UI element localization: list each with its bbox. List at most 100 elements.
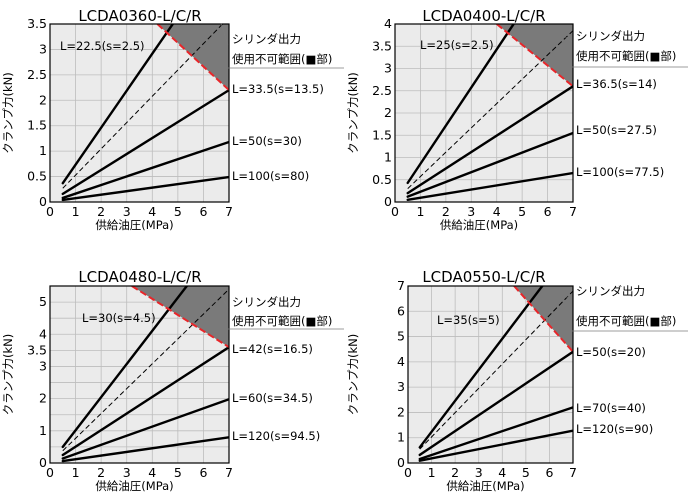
y-tick-label: 2.5	[372, 83, 392, 98]
y-tick-label: 3.5	[27, 16, 47, 31]
series-label-3: L=50(s=30)	[232, 134, 302, 148]
y-axis-label: クランプ力(kN)	[346, 72, 360, 153]
x-tick-label: 1	[72, 465, 80, 480]
x-tick-label: 4	[493, 204, 501, 219]
x-tick-label: 2	[442, 204, 450, 219]
series-label-4: L=120(s=90)	[576, 422, 653, 436]
series-label-4: L=100(s=77.5)	[576, 165, 664, 179]
y-tick-label: 5	[397, 329, 405, 344]
series-label-3: L=50(s=27.5)	[576, 123, 657, 137]
series-label-2: L=42(s=16.5)	[232, 342, 313, 356]
y-tick-label: 4	[384, 16, 392, 31]
y-tick-label: 0	[397, 455, 405, 470]
x-tick-label: 6	[544, 204, 552, 219]
x-tick-label: 1	[428, 465, 436, 480]
y-tick-label: 3.5	[27, 342, 47, 357]
x-tick-label: 2	[451, 465, 459, 480]
x-tick-label: 3	[123, 204, 131, 219]
x-tick-label: 4	[498, 465, 506, 480]
x-tick-label: 5	[518, 204, 526, 219]
x-tick-label: 5	[174, 204, 182, 219]
y-axis-label: クランプ力(kN)	[1, 334, 15, 415]
x-tick-label: 7	[225, 465, 233, 480]
chart-title: LCDA0360-L/C/R	[78, 7, 201, 25]
x-tick-label: 6	[199, 465, 207, 480]
x-tick-label: 0	[391, 204, 399, 219]
y-tick-label: 0	[384, 194, 392, 209]
series-label-3: L=70(s=40)	[576, 401, 646, 415]
x-tick-label: 3	[467, 204, 475, 219]
series-label-2: L=50(s=20)	[576, 345, 646, 359]
y-tick-label: 2	[39, 92, 47, 107]
series-label-2: L=36.5(s=14)	[576, 77, 657, 91]
y-tick-label: 3	[39, 41, 47, 56]
y-tick-label: 0.5	[27, 169, 47, 184]
series-label-1: L=22.5(s=2.5)	[60, 39, 145, 53]
forbidden-range-label: 使用不可範囲(■部)	[576, 314, 676, 328]
x-tick-label: 5	[174, 465, 182, 480]
x-tick-label: 3	[475, 465, 483, 480]
x-tick-label: 7	[569, 465, 577, 480]
y-tick-label: 4	[397, 354, 405, 369]
y-tick-label: 2	[39, 391, 47, 406]
y-tick-label: 3	[384, 61, 392, 76]
x-tick-label: 6	[199, 204, 207, 219]
chart-title: LCDA0480-L/C/R	[78, 268, 201, 286]
y-tick-label: 2.5	[27, 67, 47, 82]
y-tick-label: 0	[39, 455, 47, 470]
y-tick-label: 1	[39, 143, 47, 158]
x-tick-label: 7	[569, 204, 577, 219]
y-tick-label: 3	[397, 379, 405, 394]
x-tick-label: 6	[545, 465, 553, 480]
y-tick-label: 6	[397, 303, 405, 318]
y-tick-label: 1.5	[27, 118, 47, 133]
x-tick-label: 0	[46, 204, 54, 219]
series-label-2: L=33.5(s=13.5)	[232, 82, 324, 96]
x-axis-label: 供給油圧(MPa)	[440, 218, 518, 232]
chart-title: LCDA0550-L/C/R	[422, 268, 545, 286]
x-tick-label: 5	[522, 465, 530, 480]
x-tick-label: 7	[225, 204, 233, 219]
series-label-4: L=120(s=94.5)	[232, 429, 320, 443]
y-tick-label: 1	[39, 423, 47, 438]
x-tick-label: 4	[148, 465, 156, 480]
y-tick-label: 2	[397, 404, 405, 419]
chart-title: LCDA0400-L/C/R	[422, 7, 545, 25]
y-axis-label: クランプ力(kN)	[1, 72, 15, 153]
y-tick-label: 2	[384, 105, 392, 120]
forbidden-range-label: 使用不可範囲(■部)	[232, 314, 332, 328]
cylinder-output-label: シリンダ出力	[576, 29, 645, 43]
series-label-1: L=35(s=5)	[437, 313, 500, 327]
y-tick-label: 0	[39, 194, 47, 209]
x-tick-label: 2	[97, 465, 105, 480]
cylinder-output-label: シリンダ出力	[232, 295, 301, 309]
x-tick-label: 0	[46, 465, 54, 480]
y-axis-label: クランプ力(kN)	[346, 334, 360, 415]
forbidden-range-label: 使用不可範囲(■部)	[576, 49, 676, 63]
y-tick-label: 3	[39, 358, 47, 373]
x-axis-label: 供給油圧(MPa)	[95, 218, 173, 232]
cylinder-output-label: シリンダ出力	[576, 284, 645, 298]
y-tick-label: 7	[397, 278, 405, 293]
y-tick-label: 1	[384, 150, 392, 165]
y-tick-label: 4	[39, 326, 47, 341]
x-tick-label: 2	[97, 204, 105, 219]
series-label-1: L=25(s=2.5)	[420, 38, 494, 52]
x-tick-label: 3	[123, 465, 131, 480]
x-tick-label: 1	[416, 204, 424, 219]
cylinder-output-label: シリンダ出力	[232, 32, 301, 46]
y-tick-label: 3.5	[372, 38, 392, 53]
series-label-1: L=30(s=4.5)	[82, 311, 156, 325]
x-tick-label: 4	[148, 204, 156, 219]
series-label-4: L=100(s=80)	[232, 169, 309, 183]
y-tick-label: 1.5	[372, 127, 392, 142]
x-axis-label: 供給油圧(MPa)	[446, 479, 524, 493]
forbidden-range-label: 使用不可範囲(■部)	[232, 52, 332, 66]
y-tick-label: 1	[397, 430, 405, 445]
